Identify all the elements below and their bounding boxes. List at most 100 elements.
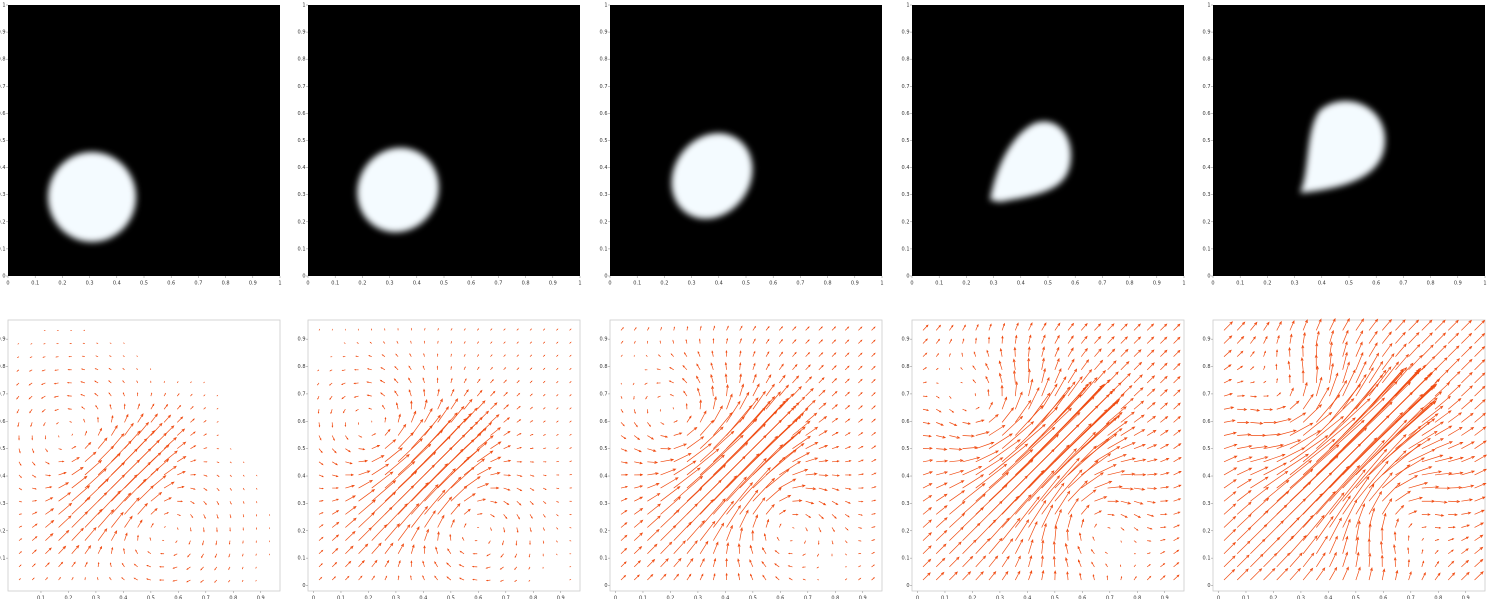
arrow — [1001, 555, 1010, 568]
arrow — [1092, 536, 1095, 541]
arrow — [31, 523, 38, 528]
arrow — [1342, 373, 1367, 410]
arrow — [787, 552, 793, 555]
x-tick-label: 0.1 — [639, 596, 647, 599]
arrow — [1015, 496, 1040, 528]
arrow — [871, 378, 876, 384]
arrow — [1408, 523, 1413, 528]
arrow — [1250, 350, 1255, 357]
arrow — [831, 339, 837, 344]
arrow — [699, 410, 707, 423]
arrow — [1434, 539, 1440, 541]
arrow — [1342, 551, 1349, 568]
y-tick-label: 0.5 — [1203, 446, 1211, 452]
arrow — [1173, 389, 1181, 397]
arrow — [1028, 499, 1047, 528]
arrow — [229, 474, 232, 478]
arrow — [45, 497, 54, 502]
arrow — [1015, 411, 1081, 476]
arrow — [686, 520, 705, 541]
arrow — [556, 341, 559, 344]
y-tick-label: 0.6 — [1203, 111, 1211, 117]
arrow — [318, 536, 324, 541]
arrow — [1160, 575, 1166, 581]
arrow — [1276, 535, 1295, 555]
arrow — [1237, 394, 1246, 397]
arrow — [726, 393, 733, 410]
arrow — [1434, 319, 1446, 331]
arrow — [186, 579, 191, 583]
arrow — [922, 338, 928, 344]
arrow — [214, 579, 218, 583]
arrow — [146, 564, 151, 568]
arrow — [1160, 551, 1166, 555]
arrow — [30, 422, 33, 428]
arrow — [871, 365, 876, 371]
arrow — [1160, 458, 1170, 463]
arrow — [42, 356, 46, 358]
arrow — [371, 575, 375, 581]
arrow — [792, 420, 811, 436]
arrow — [831, 352, 837, 357]
arrow — [203, 461, 208, 463]
arrow — [437, 398, 443, 410]
arrow — [778, 326, 784, 331]
arrow — [858, 326, 863, 331]
arrow — [463, 476, 481, 489]
arrow — [163, 512, 169, 515]
arrow — [1289, 552, 1303, 568]
arrow — [778, 338, 783, 344]
arrow — [1381, 512, 1387, 528]
arrow — [1276, 377, 1278, 384]
arrow — [1160, 538, 1166, 541]
arrow — [792, 484, 806, 489]
arrow — [858, 352, 863, 357]
arrow — [318, 512, 324, 515]
arrow — [1236, 568, 1249, 581]
x-tick-label: 0.4 — [113, 281, 121, 287]
arrow — [1067, 480, 1088, 502]
arrow — [1329, 551, 1337, 568]
arrow — [423, 353, 425, 357]
arrow — [1395, 569, 1399, 581]
arrow — [1474, 546, 1484, 555]
arrow — [1173, 362, 1181, 371]
arrow — [1147, 429, 1157, 436]
arrow — [844, 578, 848, 581]
arrow — [620, 422, 625, 427]
arrow — [1302, 415, 1344, 449]
arrow — [1316, 464, 1361, 515]
arrow — [463, 353, 466, 357]
arrow — [1474, 412, 1487, 423]
arrow — [1066, 571, 1069, 581]
arrow — [1250, 510, 1269, 528]
arrow — [177, 514, 182, 516]
arrow — [124, 413, 129, 423]
arrow — [490, 390, 496, 397]
y-tick-label: 0.6 — [600, 111, 608, 117]
y-tick-label: 0.1 — [0, 556, 6, 562]
arrow — [1408, 319, 1420, 331]
arrow — [673, 420, 678, 423]
arrow — [1421, 470, 1443, 476]
arrow — [1276, 392, 1282, 397]
arrow — [645, 395, 648, 400]
arrow — [1066, 528, 1070, 541]
arrow — [1106, 575, 1109, 581]
arrow — [150, 422, 163, 436]
arrow — [29, 356, 33, 358]
arrow — [779, 509, 787, 515]
arrow — [1355, 330, 1364, 344]
arrow — [371, 480, 397, 502]
arrow — [424, 528, 429, 541]
arrow — [1355, 536, 1360, 554]
arrow — [1276, 567, 1289, 581]
arrow — [203, 447, 208, 449]
arrow — [936, 435, 947, 439]
arrow — [1448, 456, 1464, 463]
arrow — [137, 502, 148, 515]
arrow — [1052, 540, 1056, 554]
arrow — [1448, 500, 1461, 504]
x-tick-label: 0.3 — [996, 596, 1004, 599]
arrow — [345, 495, 356, 502]
